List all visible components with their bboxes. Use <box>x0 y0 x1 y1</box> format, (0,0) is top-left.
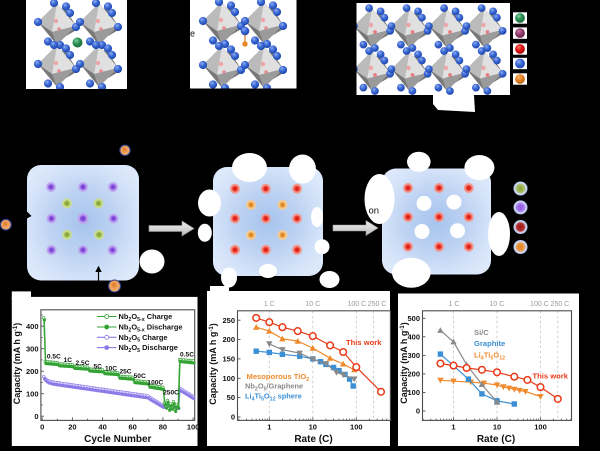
svg-text:Li4Ti5O12: Li4Ti5O12 <box>474 351 505 362</box>
svg-text:on: on <box>369 206 380 217</box>
svg-text:150: 150 <box>222 355 235 364</box>
svg-text:Rate (C): Rate (C) <box>294 434 332 445</box>
svg-text:80: 80 <box>159 423 167 432</box>
svg-text:Li4Ti5O12 sphere: Li4Ti5O12 sphere <box>245 392 302 403</box>
svg-text:Capacity (mA h g-1): Capacity (mA h g-1) <box>208 323 218 405</box>
svg-text:10: 10 <box>493 423 501 432</box>
svg-text:300: 300 <box>407 351 420 360</box>
svg-text:100: 100 <box>26 389 39 398</box>
svg-text:60: 60 <box>129 423 137 432</box>
svg-text:50: 50 <box>227 393 235 402</box>
svg-text:10 C: 10 C <box>305 301 320 308</box>
svg-text:100: 100 <box>407 388 420 397</box>
svg-text:Si/C: Si/C <box>474 328 489 337</box>
svg-text:250C: 250C <box>163 390 179 397</box>
svg-text:10C: 10C <box>105 366 117 373</box>
svg-text:1 C: 1 C <box>449 301 460 308</box>
svg-text:400: 400 <box>407 332 420 341</box>
svg-text:Nb2O5 Charge: Nb2O5 Charge <box>119 333 168 344</box>
svg-text:Graphite: Graphite <box>474 339 505 348</box>
svg-text:20: 20 <box>68 423 76 432</box>
svg-text:1C: 1C <box>64 357 73 364</box>
svg-text:100: 100 <box>350 423 363 432</box>
svg-text:100 C: 100 C <box>530 301 549 308</box>
svg-text:10 C: 10 C <box>490 301 505 308</box>
svg-text:100C: 100C <box>147 379 163 386</box>
svg-text:1: 1 <box>267 423 271 432</box>
svg-text:Nb2O5-x Charge: Nb2O5-x Charge <box>119 312 173 323</box>
svg-text:200: 200 <box>407 370 420 379</box>
svg-text:250 C: 250 C <box>551 301 570 308</box>
svg-text:2.5C: 2.5C <box>76 360 90 367</box>
svg-text:200: 200 <box>26 367 39 376</box>
svg-text:0.5C: 0.5C <box>47 354 61 361</box>
svg-text:Rate (C): Rate (C) <box>477 434 515 445</box>
svg-text:400: 400 <box>26 322 39 331</box>
svg-text:0.5C: 0.5C <box>180 352 194 359</box>
svg-text:This work: This work <box>533 372 569 381</box>
svg-text:0: 0 <box>40 423 44 432</box>
svg-text:Nb2O5-x Discharge: Nb2O5-x Discharge <box>119 323 183 334</box>
svg-text:1 C: 1 C <box>264 301 275 308</box>
svg-text:25C: 25C <box>119 369 131 376</box>
svg-text:Nb2O5 Discharge: Nb2O5 Discharge <box>119 343 178 354</box>
svg-text:100 C: 100 C <box>347 301 366 308</box>
svg-text:This work: This work <box>346 338 382 347</box>
svg-text:50C: 50C <box>134 373 146 380</box>
svg-text:500: 500 <box>407 314 420 323</box>
svg-text:250 C: 250 C <box>368 301 387 308</box>
svg-text:5C: 5C <box>93 363 102 370</box>
svg-text:Capacity (mA h g-1): Capacity (mA h g-1) <box>12 323 22 405</box>
svg-text:100: 100 <box>222 374 235 383</box>
svg-text:40: 40 <box>98 423 106 432</box>
svg-text:Nb2O5/Graphene: Nb2O5/Graphene <box>245 382 303 393</box>
svg-text:300: 300 <box>26 344 39 353</box>
svg-text:e: e <box>190 29 195 39</box>
svg-text:Mesoporous TiO2: Mesoporous TiO2 <box>247 372 310 383</box>
svg-text:Capacity (mA h g-1): Capacity (mA h g-1) <box>399 322 409 404</box>
svg-text:250: 250 <box>222 316 235 325</box>
svg-text:0: 0 <box>34 412 38 421</box>
svg-text:0: 0 <box>231 413 235 422</box>
svg-text:10: 10 <box>309 423 317 432</box>
svg-text:100: 100 <box>187 423 200 432</box>
svg-text:200: 200 <box>222 335 235 344</box>
svg-text:0: 0 <box>416 407 420 416</box>
svg-text:1: 1 <box>451 423 455 432</box>
svg-text:100: 100 <box>534 423 547 432</box>
svg-text:Cycle Number: Cycle Number <box>84 434 151 445</box>
